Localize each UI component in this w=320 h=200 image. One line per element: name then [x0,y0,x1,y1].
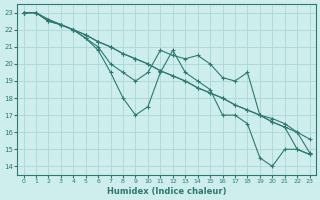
X-axis label: Humidex (Indice chaleur): Humidex (Indice chaleur) [107,187,226,196]
